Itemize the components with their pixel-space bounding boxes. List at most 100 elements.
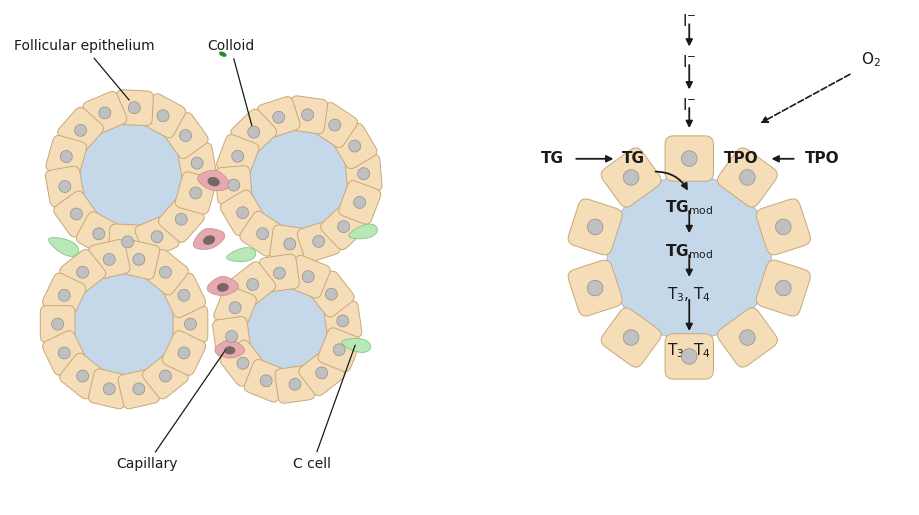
FancyBboxPatch shape (318, 328, 360, 372)
Circle shape (260, 375, 272, 387)
FancyBboxPatch shape (162, 331, 206, 375)
FancyBboxPatch shape (45, 166, 85, 207)
Circle shape (58, 347, 70, 359)
FancyBboxPatch shape (601, 148, 661, 207)
FancyBboxPatch shape (230, 262, 276, 307)
FancyBboxPatch shape (115, 90, 153, 126)
FancyBboxPatch shape (108, 224, 147, 260)
Circle shape (587, 280, 603, 296)
FancyBboxPatch shape (176, 172, 216, 214)
Text: TG: TG (622, 151, 645, 166)
Circle shape (191, 157, 203, 169)
FancyBboxPatch shape (217, 134, 259, 178)
FancyBboxPatch shape (177, 143, 217, 183)
Text: TG$_{\mathrm{mod}}$: TG$_{\mathrm{mod}}$ (665, 198, 713, 217)
Circle shape (65, 265, 183, 383)
Circle shape (99, 107, 111, 119)
FancyBboxPatch shape (756, 260, 811, 316)
Circle shape (151, 231, 163, 243)
Circle shape (316, 367, 328, 379)
FancyBboxPatch shape (60, 353, 106, 399)
FancyBboxPatch shape (212, 317, 251, 356)
FancyBboxPatch shape (46, 135, 86, 178)
FancyBboxPatch shape (338, 181, 380, 224)
Circle shape (179, 130, 191, 142)
FancyBboxPatch shape (287, 255, 330, 298)
Circle shape (241, 122, 357, 237)
Circle shape (129, 102, 141, 114)
FancyBboxPatch shape (321, 203, 367, 250)
Circle shape (76, 370, 88, 382)
Circle shape (354, 197, 366, 209)
FancyBboxPatch shape (665, 136, 713, 181)
Circle shape (284, 238, 296, 250)
FancyBboxPatch shape (142, 249, 188, 295)
Circle shape (623, 169, 639, 185)
FancyBboxPatch shape (88, 239, 130, 279)
FancyBboxPatch shape (142, 353, 188, 399)
Polygon shape (215, 340, 244, 358)
FancyBboxPatch shape (257, 97, 301, 138)
FancyBboxPatch shape (312, 102, 357, 148)
Circle shape (51, 318, 63, 330)
FancyBboxPatch shape (162, 273, 206, 318)
Text: TPO: TPO (723, 151, 758, 166)
Circle shape (274, 267, 286, 279)
Text: T$_3$, T$_4$: T$_3$, T$_4$ (667, 341, 711, 360)
Polygon shape (217, 283, 229, 291)
FancyBboxPatch shape (141, 94, 186, 138)
Circle shape (248, 126, 260, 138)
Circle shape (178, 347, 190, 359)
Circle shape (103, 253, 115, 265)
Text: O$_2$: O$_2$ (861, 51, 880, 70)
Text: Capillary: Capillary (117, 349, 226, 471)
FancyBboxPatch shape (299, 350, 345, 396)
Polygon shape (198, 170, 230, 191)
FancyBboxPatch shape (240, 211, 286, 256)
FancyBboxPatch shape (42, 331, 86, 375)
Circle shape (160, 266, 172, 278)
Circle shape (121, 236, 133, 248)
Circle shape (157, 110, 169, 122)
Circle shape (302, 271, 314, 283)
FancyBboxPatch shape (119, 239, 160, 279)
Circle shape (740, 330, 755, 346)
FancyBboxPatch shape (135, 215, 179, 258)
Polygon shape (49, 237, 78, 256)
FancyBboxPatch shape (215, 166, 252, 204)
Circle shape (587, 219, 603, 235)
Circle shape (336, 315, 348, 327)
Circle shape (185, 318, 197, 330)
Text: I$^{-}$: I$^{-}$ (682, 13, 697, 29)
Polygon shape (342, 338, 370, 352)
Circle shape (776, 280, 791, 296)
FancyBboxPatch shape (173, 305, 208, 342)
Circle shape (607, 176, 771, 339)
Circle shape (103, 383, 115, 395)
Text: Colloid: Colloid (207, 39, 254, 126)
Circle shape (238, 279, 336, 379)
Polygon shape (193, 229, 225, 249)
Circle shape (189, 187, 201, 199)
Circle shape (357, 168, 369, 180)
Text: Follicular epithelium: Follicular epithelium (14, 39, 154, 100)
FancyBboxPatch shape (60, 249, 106, 295)
Ellipse shape (728, 264, 735, 268)
FancyBboxPatch shape (275, 365, 315, 403)
Polygon shape (203, 235, 215, 245)
FancyBboxPatch shape (270, 225, 310, 263)
Polygon shape (224, 346, 235, 354)
FancyBboxPatch shape (333, 124, 377, 169)
FancyBboxPatch shape (297, 221, 340, 262)
Circle shape (226, 331, 238, 342)
FancyBboxPatch shape (718, 148, 777, 207)
FancyBboxPatch shape (718, 308, 777, 367)
Text: TPO: TPO (805, 151, 840, 166)
Circle shape (301, 109, 313, 121)
Circle shape (229, 302, 241, 314)
Polygon shape (208, 177, 220, 186)
FancyBboxPatch shape (259, 254, 300, 292)
Circle shape (246, 279, 258, 290)
Circle shape (682, 349, 697, 364)
FancyBboxPatch shape (309, 271, 354, 317)
